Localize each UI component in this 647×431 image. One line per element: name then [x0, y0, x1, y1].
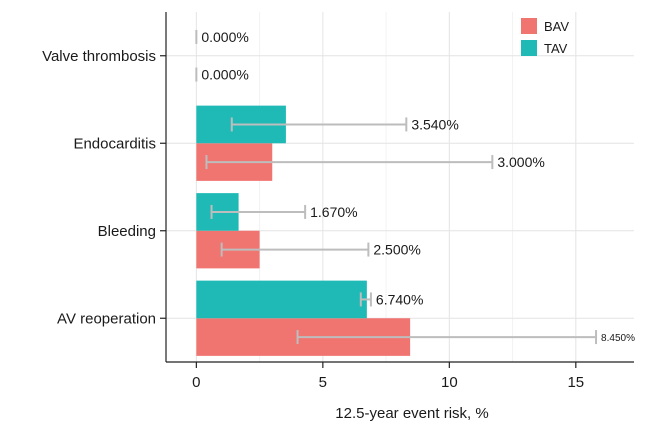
category-label: Bleeding [98, 223, 156, 240]
legend-label-tav: TAV [544, 41, 568, 56]
legend-swatch-tav [521, 40, 537, 56]
legend-swatch-bav [521, 18, 537, 34]
value-label-tav: 6.740% [376, 291, 423, 307]
legend: BAV TAV [521, 18, 569, 56]
axes [165, 12, 634, 363]
x-ticks: 0 5 10 15 [192, 362, 584, 391]
value-label-tav: 1.670% [310, 204, 357, 220]
category-label: AV reoperation [57, 310, 156, 327]
bar-tav [196, 280, 367, 319]
category-label: Valve thrombosis [42, 48, 156, 65]
value-label-bav: 8.450% [601, 333, 635, 344]
value-label-bav: 2.500% [373, 242, 420, 258]
x-tick-label: 5 [319, 374, 327, 391]
error-bars [195, 29, 598, 345]
legend-label-bav: BAV [544, 19, 569, 34]
x-tick-label: 10 [441, 374, 458, 391]
y-ticks: AV reoperation Bleeding Endocarditis Valve … [42, 48, 166, 327]
value-labels: 8.450% 2.500% 3.000% 0.000% 6.740% 1.670% 3.54… [201, 29, 635, 344]
x-tick-label: 0 [192, 374, 200, 391]
category-label: Endocarditis [73, 135, 156, 152]
x-tick-label: 15 [567, 374, 584, 391]
value-label-tav: 0.000% [201, 29, 248, 45]
value-label-bav: 3.000% [497, 154, 544, 170]
x-axis-title: 12.5-year event risk, % [335, 405, 488, 422]
value-label-bav: 0.000% [201, 67, 248, 83]
value-label-tav: 3.540% [411, 116, 458, 132]
